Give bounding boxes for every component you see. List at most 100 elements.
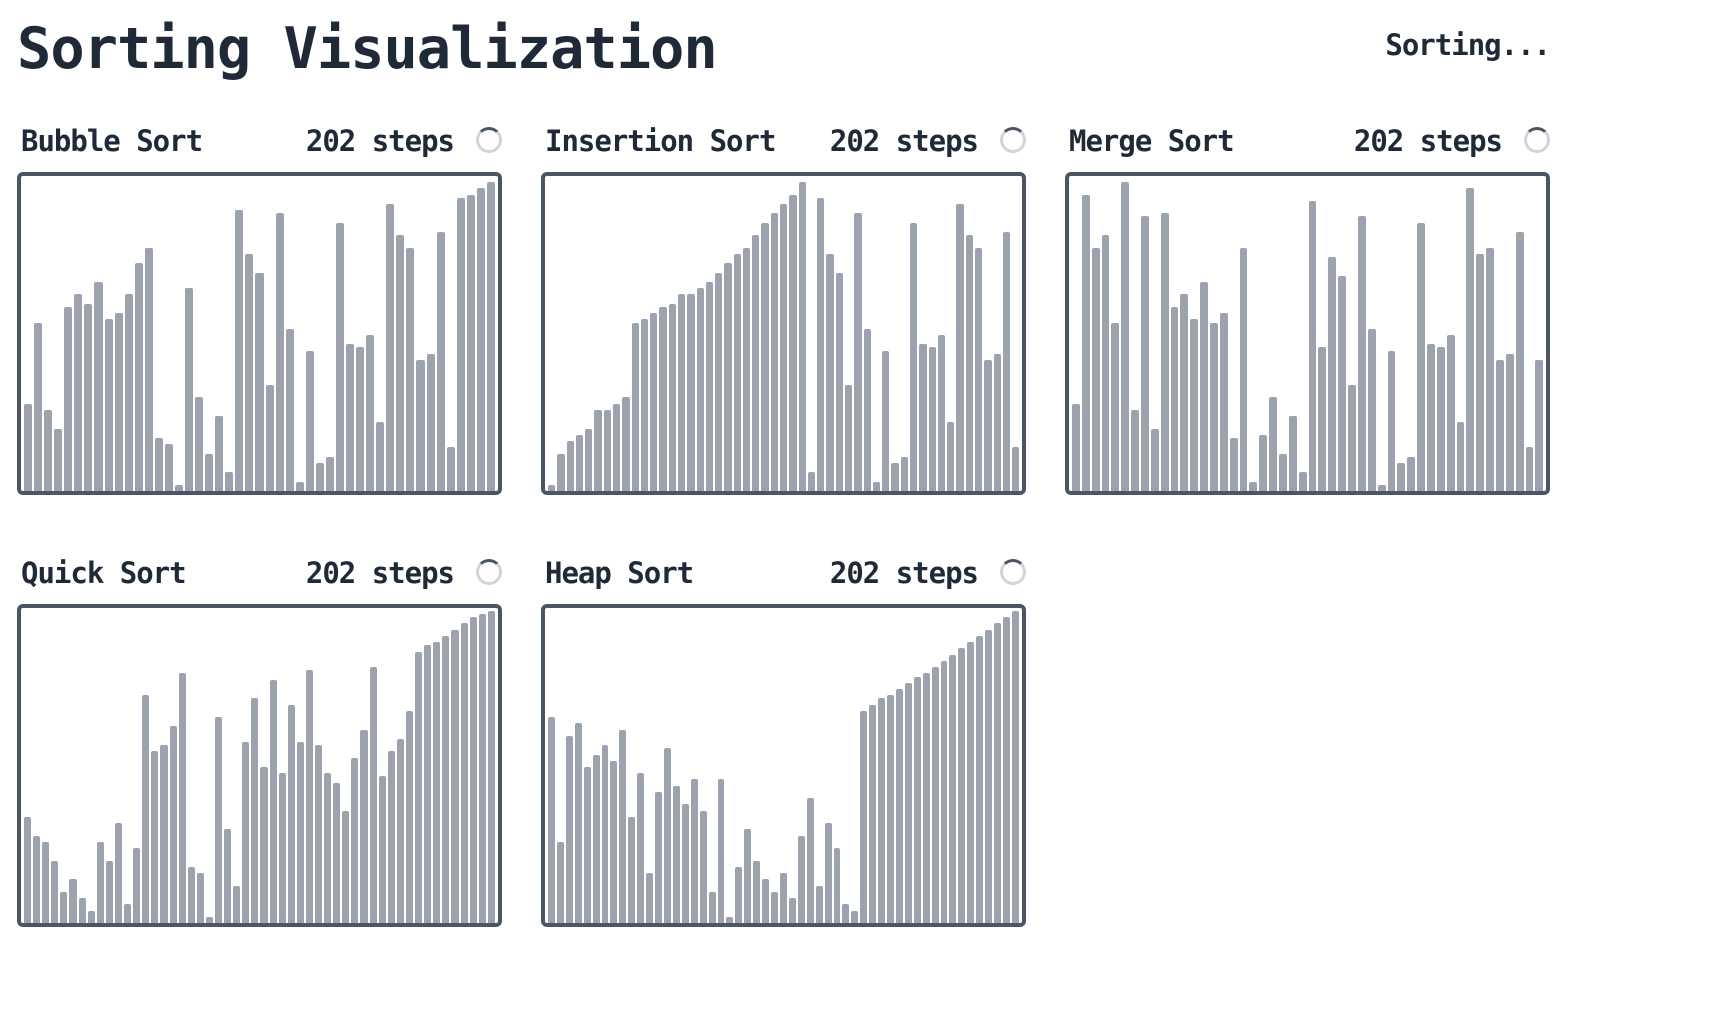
array-bar — [882, 350, 890, 491]
bar-chart — [541, 604, 1026, 927]
array-bar — [603, 409, 611, 491]
loading-spinner-icon — [476, 559, 502, 585]
array-bar — [242, 742, 250, 923]
array-bar — [733, 253, 741, 491]
array-bar — [690, 779, 698, 923]
array-bar — [1525, 447, 1534, 491]
array-bar — [324, 773, 332, 923]
bar-chart — [541, 172, 1026, 495]
array-bar — [233, 885, 241, 923]
array-bar — [715, 272, 723, 491]
array-bar — [1219, 313, 1228, 491]
array-bar — [833, 848, 841, 923]
array-bar — [797, 835, 805, 923]
array-bar — [1170, 306, 1179, 491]
array-bar — [386, 203, 395, 491]
array-bar — [416, 359, 425, 491]
array-bar — [640, 319, 649, 491]
array-bar — [1081, 194, 1090, 491]
array-bar — [984, 359, 992, 491]
step-counter: 202 steps — [829, 124, 979, 158]
array-bar — [133, 848, 141, 923]
array-bar — [396, 235, 405, 491]
array-bar — [1288, 416, 1297, 491]
array-bar — [456, 197, 465, 491]
array-bar — [1011, 611, 1019, 923]
array-bar — [333, 782, 341, 923]
array-bar — [64, 306, 73, 491]
array-bar — [426, 353, 435, 491]
array-bar — [904, 682, 912, 923]
panel-header: Heap Sort 202 steps — [541, 548, 1026, 600]
array-bar — [779, 873, 787, 923]
array-bar — [771, 891, 778, 923]
array-bar — [154, 437, 163, 491]
array-bar — [187, 866, 195, 923]
array-bar — [460, 623, 468, 923]
bar-chart — [1065, 172, 1550, 495]
array-bar — [1072, 403, 1080, 491]
array-bar — [872, 481, 881, 491]
array-bar — [937, 335, 946, 491]
array-bar — [717, 779, 725, 923]
array-bar — [696, 288, 704, 491]
array-bar — [225, 472, 234, 491]
array-bar — [637, 773, 645, 923]
array-bar — [60, 891, 68, 923]
array-bar — [33, 835, 41, 923]
array-bar — [913, 676, 921, 923]
array-bar — [835, 272, 843, 491]
loading-spinner-icon — [1524, 127, 1550, 153]
array-bar — [677, 294, 686, 491]
array-bar — [1426, 344, 1435, 491]
array-bar — [826, 253, 834, 491]
array-bar — [1298, 472, 1307, 491]
array-bar — [1387, 350, 1396, 491]
array-bar — [705, 281, 714, 491]
array-bar — [1210, 322, 1218, 491]
array-bar — [612, 403, 621, 491]
array-bar — [24, 816, 32, 923]
array-bar — [305, 350, 314, 491]
array-bar — [780, 203, 788, 491]
panel-merge-sort: Merge Sort 202 steps — [1065, 116, 1550, 495]
array-bar — [1308, 200, 1317, 491]
array-bar — [342, 810, 350, 923]
array-bar — [967, 642, 975, 923]
array-bar — [1436, 347, 1445, 491]
array-bar — [753, 860, 761, 923]
array-bar — [1249, 481, 1258, 491]
array-bar — [958, 648, 966, 923]
panel-header: Bubble Sort 202 steps — [17, 116, 502, 168]
array-bar — [863, 328, 871, 491]
array-bar — [928, 347, 936, 491]
array-bar — [860, 710, 868, 923]
array-bar — [752, 235, 760, 491]
loading-spinner-icon — [1000, 559, 1026, 585]
array-bar — [178, 673, 186, 923]
array-bar — [1239, 247, 1248, 491]
array-bar — [442, 635, 450, 923]
array-bar — [974, 247, 983, 491]
array-bar — [735, 866, 743, 923]
array-bar — [269, 679, 277, 923]
array-bar — [1190, 319, 1199, 491]
array-bar — [1397, 462, 1406, 491]
array-bar — [74, 294, 83, 491]
panel-heap-sort: Heap Sort 202 steps — [541, 548, 1026, 927]
array-bar — [378, 776, 386, 923]
array-bar — [451, 629, 459, 923]
panel-insertion-sort: Insertion Sort 202 steps — [541, 116, 1026, 495]
array-bar — [486, 182, 495, 491]
array-bar — [681, 804, 689, 923]
array-bar — [478, 614, 486, 923]
array-bar — [1150, 428, 1159, 491]
array-bar — [325, 456, 334, 491]
array-bar — [976, 635, 984, 923]
array-bar — [619, 729, 627, 923]
array-bar — [854, 213, 862, 491]
array-bar — [1318, 347, 1327, 491]
array-bar — [592, 754, 600, 923]
array-bar — [824, 823, 832, 923]
array-bar — [356, 347, 365, 491]
